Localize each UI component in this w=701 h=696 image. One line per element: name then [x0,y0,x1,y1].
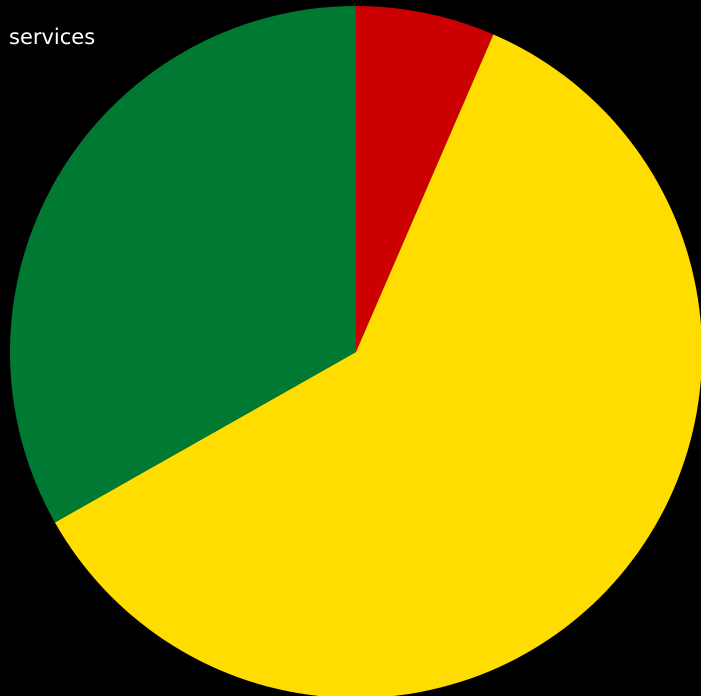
pie-slice-0 [356,6,494,352]
pie-slice-2 [10,6,356,523]
annotation-services: services [9,25,95,49]
pie-slice-1 [54,34,701,696]
annotation-producers-with: Producers with [508,674,663,696]
pie-slices [10,6,701,696]
